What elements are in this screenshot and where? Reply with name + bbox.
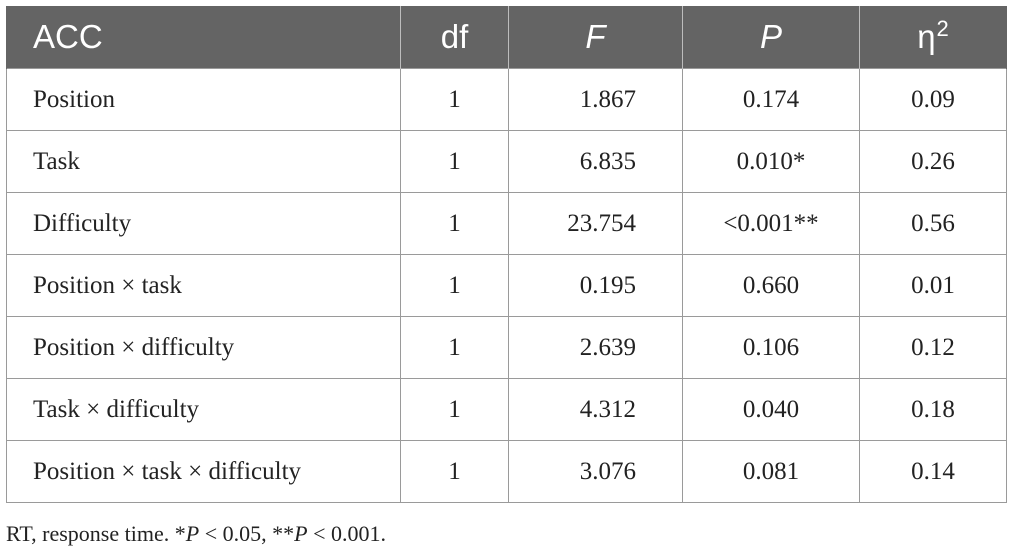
header-f: F xyxy=(508,6,683,69)
cell-df: 1 xyxy=(400,440,509,503)
header-eta-superscript: 2 xyxy=(936,16,949,41)
cell-effect: Position × difficulty xyxy=(6,316,401,379)
header-p: P xyxy=(682,6,860,69)
table-footnote: RT, response time. *P < 0.05, **P < 0.00… xyxy=(6,521,386,547)
table-body: Position 1 1.867 0.174 0.09 Task 1 6.835… xyxy=(6,68,1007,503)
cell-effect: Difficulty xyxy=(6,192,401,255)
cell-f: 6.835 xyxy=(508,130,683,193)
cell-f: 2.639 xyxy=(508,316,683,379)
table-row: Position 1 1.867 0.174 0.09 xyxy=(6,68,1007,131)
cell-eta: 0.09 xyxy=(859,68,1007,131)
cell-df: 1 xyxy=(400,130,509,193)
header-row: ACC df F P η2 xyxy=(6,6,1007,69)
cell-effect: Position xyxy=(6,68,401,131)
footnote-p-symbol: P xyxy=(294,521,308,546)
table-row: Position × task 1 0.195 0.660 0.01 xyxy=(6,254,1007,317)
cell-f: 4.312 xyxy=(508,378,683,441)
table-row: Task × difficulty 1 4.312 0.040 0.18 xyxy=(6,378,1007,441)
cell-df: 1 xyxy=(400,68,509,131)
footnote-mid: < 0.05, ** xyxy=(199,521,295,546)
cell-p: 0.081 xyxy=(682,440,860,503)
cell-p: 0.106 xyxy=(682,316,860,379)
table-row: Difficulty 1 23.754 <0.001** 0.56 xyxy=(6,192,1007,255)
table-row: Task 1 6.835 0.010* 0.26 xyxy=(6,130,1007,193)
cell-eta: 0.26 xyxy=(859,130,1007,193)
cell-eta: 0.12 xyxy=(859,316,1007,379)
cell-f: 0.195 xyxy=(508,254,683,317)
cell-df: 1 xyxy=(400,378,509,441)
footnote-p-symbol: P xyxy=(185,521,200,546)
header-eta-symbol: η xyxy=(917,18,936,55)
cell-eta: 0.14 xyxy=(859,440,1007,503)
cell-effect: Position × task xyxy=(6,254,401,317)
header-eta-squared: η2 xyxy=(859,6,1007,69)
table-row: Position × difficulty 1 2.639 0.106 0.12 xyxy=(6,316,1007,379)
cell-effect: Position × task × difficulty xyxy=(6,440,401,503)
anova-table: ACC df F P η2 Position 1 1.867 0.174 0.0… xyxy=(6,6,1007,503)
cell-eta: 0.56 xyxy=(859,192,1007,255)
cell-p: 0.040 xyxy=(682,378,860,441)
header-effect: ACC xyxy=(6,6,401,69)
table-row: Position × task × difficulty 1 3.076 0.0… xyxy=(6,440,1007,503)
cell-f: 23.754 xyxy=(508,192,683,255)
cell-df: 1 xyxy=(400,316,509,379)
cell-p: 0.174 xyxy=(682,68,860,131)
cell-df: 1 xyxy=(400,192,509,255)
footnote-prefix: RT, response time. * xyxy=(6,521,186,546)
cell-p: 0.660 xyxy=(682,254,860,317)
cell-eta: 0.18 xyxy=(859,378,1007,441)
cell-p: <0.001** xyxy=(682,192,860,255)
cell-p: 0.010* xyxy=(682,130,860,193)
cell-effect: Task × difficulty xyxy=(6,378,401,441)
cell-f: 1.867 xyxy=(508,68,683,131)
footnote-suffix: < 0.001. xyxy=(307,521,386,546)
header-df: df xyxy=(400,6,509,69)
table-header: ACC df F P η2 xyxy=(6,6,1007,69)
statistics-table-container: ACC df F P η2 Position 1 1.867 0.174 0.0… xyxy=(6,6,1007,503)
cell-effect: Task xyxy=(6,130,401,193)
cell-eta: 0.01 xyxy=(859,254,1007,317)
cell-df: 1 xyxy=(400,254,509,317)
cell-f: 3.076 xyxy=(508,440,683,503)
